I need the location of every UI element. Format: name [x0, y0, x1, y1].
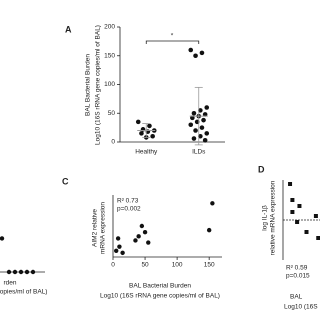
x-tick-label: ILDs — [192, 149, 206, 156]
data-point — [18, 269, 24, 275]
data-point — [290, 210, 295, 214]
y-tick-label: 0 — [111, 139, 115, 146]
y-tick-label: 200 — [104, 24, 115, 31]
data-point — [12, 269, 18, 275]
data-point — [6, 269, 12, 275]
data-point — [202, 137, 208, 143]
y-tick-label: 150 — [104, 52, 115, 59]
data-point — [198, 108, 203, 113]
data-point — [24, 269, 30, 275]
data-point — [204, 105, 210, 110]
x-axis-label: Log10 (16S — [284, 304, 318, 311]
data-point — [136, 234, 141, 239]
x-axis-label: BAL — [290, 294, 303, 301]
data-point — [199, 125, 205, 130]
data-point — [313, 214, 318, 218]
x-tick-label: 150 — [204, 262, 215, 269]
y-tick-label: 100 — [104, 81, 115, 88]
y-axis-label: Log10 (16S rRNA gene copies/ml of BAL) — [95, 25, 102, 145]
y-tick-label: 50 — [108, 110, 116, 117]
data-point — [198, 133, 203, 139]
data-point — [142, 230, 148, 235]
data-point — [297, 204, 302, 208]
data-point — [147, 123, 152, 129]
data-point — [191, 136, 197, 141]
data-point — [304, 230, 309, 234]
data-point — [133, 238, 138, 243]
data-point — [206, 227, 212, 233]
x-tick-label: 100 — [172, 262, 183, 269]
data-point — [188, 47, 194, 53]
x-axis-label: BAL Bacterial Burden — [129, 283, 191, 290]
data-point — [150, 133, 155, 139]
data-point — [114, 248, 119, 253]
y-axis-label: mRNA expression — [100, 202, 107, 254]
data-point — [30, 269, 36, 275]
x-axis-label: Log10 (16S rRNA gene copies/ml of BAL) — [100, 293, 220, 300]
data-point — [139, 223, 145, 229]
stat-annotation: p=0.015 — [286, 273, 310, 280]
data-point — [135, 119, 141, 125]
y-axis-label: log IL-1β — [262, 205, 269, 231]
data-point — [202, 112, 208, 117]
stat-annotation: R² 0.73 — [117, 198, 139, 205]
data-point — [193, 128, 198, 133]
stat-annotation: p=0.002 — [117, 206, 141, 213]
panel-label: C — [62, 176, 69, 186]
data-point — [290, 198, 295, 202]
data-point — [191, 110, 197, 116]
x-tick-label: Healthy — [135, 149, 158, 156]
data-point — [139, 131, 144, 136]
data-point — [115, 236, 121, 241]
stat-annotation: R² 0.59 — [286, 265, 308, 272]
significance-marker: * — [171, 33, 174, 40]
significance-bracket — [145, 40, 200, 44]
x-axis-label: copies/ml of BAL) — [0, 289, 47, 296]
data-point — [295, 220, 300, 224]
data-point — [210, 201, 215, 206]
data-point — [201, 117, 206, 123]
data-point — [146, 240, 151, 245]
y-axis-label: relative mRNA expression — [270, 180, 277, 255]
y-axis-label: BAL Bacterial Burden — [85, 54, 92, 116]
data-point — [117, 244, 122, 249]
data-point — [190, 115, 195, 121]
x-tick-label: 50 — [141, 262, 149, 269]
data-point — [199, 50, 205, 56]
panel-label: A — [65, 24, 72, 34]
x-axis-label: rden — [3, 280, 16, 287]
x-tick-label: 0 — [111, 262, 115, 269]
data-point — [193, 53, 198, 59]
y-axis-label: AIM2 relative — [92, 209, 99, 247]
data-point — [288, 182, 293, 186]
data-point — [188, 122, 194, 128]
data-point — [0, 236, 5, 241]
data-point — [120, 250, 125, 256]
data-point — [316, 236, 320, 240]
data-point — [204, 131, 210, 136]
data-point — [194, 119, 200, 125]
panel-label: D — [258, 164, 265, 174]
